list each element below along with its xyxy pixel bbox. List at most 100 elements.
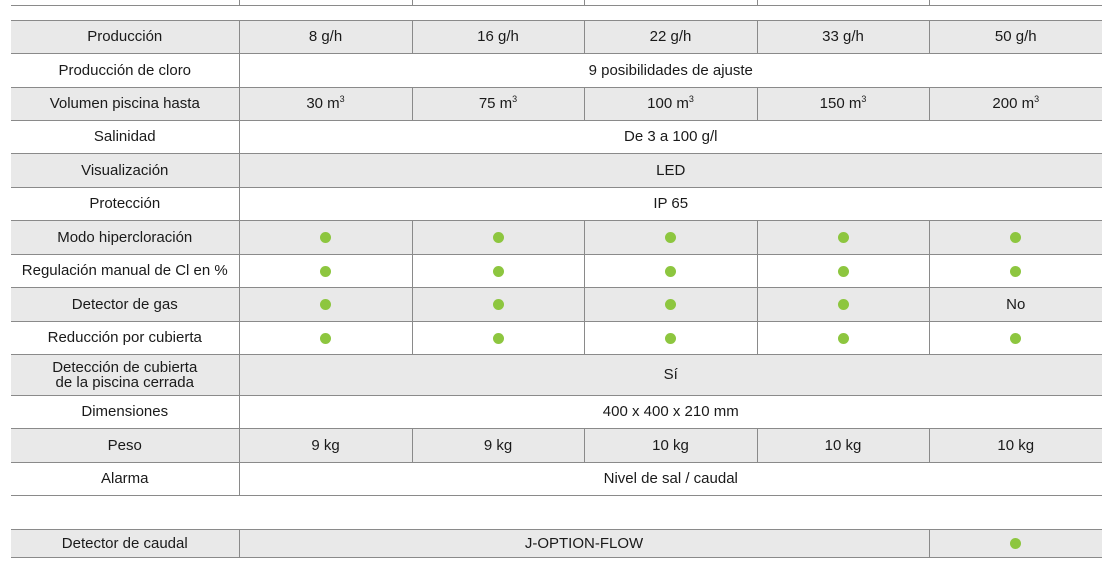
- table-row: Reducción por cubierta: [11, 321, 1102, 355]
- table-row: Peso 9 kg 9 kg 10 kg 10 kg 10 kg: [11, 428, 1102, 463]
- value-cell: 10 kg: [928, 428, 1102, 463]
- included-dot-icon: [837, 232, 849, 244]
- feature-cell: [411, 254, 584, 288]
- row-label: Modo hipercloración: [11, 220, 239, 255]
- included-dot-icon: [320, 299, 331, 311]
- value-text: 22 g/h: [649, 28, 692, 45]
- value-text: 30 m: [306, 95, 340, 112]
- row-label: Dimensiones: [11, 395, 239, 429]
- included-dot-icon: [1010, 232, 1022, 244]
- included-dot-icon: [837, 332, 849, 344]
- included-dot-icon: [665, 332, 676, 344]
- feature-cell: [928, 321, 1102, 355]
- value-text: 10 kg: [824, 436, 862, 454]
- feature-cell: [756, 254, 929, 288]
- shared-value: Nivel de sal / caudal: [238, 462, 1102, 496]
- table-row: Protección IP 65: [11, 187, 1102, 221]
- row-label: Producción: [11, 20, 239, 54]
- feature-cell: [756, 220, 929, 255]
- feature-cell: [238, 254, 412, 288]
- table-row-flow-detector: Detector de caudal J-OPTION-FLOW: [11, 529, 1102, 558]
- included-dot-icon: [1010, 538, 1022, 550]
- included-dot-icon: [320, 232, 331, 244]
- feature-cell: [238, 321, 412, 355]
- row-label-line2: de la piscina cerrada: [55, 374, 194, 391]
- row-label: Visualización: [11, 153, 239, 188]
- table-row: Regulación manual de Cl en %: [11, 254, 1102, 288]
- feature-cell: [411, 287, 584, 322]
- shared-value: De 3 a 100 g/l: [238, 120, 1102, 154]
- included-dot-icon: [492, 232, 504, 244]
- unit-superscript: 3: [688, 94, 694, 104]
- value-text: 10 kg: [652, 436, 689, 454]
- value-cell: 10 kg: [583, 428, 757, 463]
- value-cell: 50 g/h: [928, 20, 1102, 54]
- unit-superscript: 3: [339, 94, 345, 104]
- included-dot-icon: [837, 265, 849, 277]
- row-label: Reducción por cubierta: [11, 321, 239, 355]
- row-label: Alarma: [11, 462, 239, 496]
- row-label: Detector de gas: [11, 287, 239, 322]
- table-row: Dimensiones 400 x 400 x 210 mm: [11, 395, 1102, 429]
- value-text: 33 g/h: [822, 28, 864, 45]
- row-label: Regulación manual de Cl en %: [11, 254, 239, 288]
- table-row: Salinidad De 3 a 100 g/l: [11, 120, 1102, 154]
- table-row: Producción de cloro 9 posibilidades de aj…: [11, 53, 1102, 88]
- row-label: Peso: [11, 428, 239, 463]
- value-cell: 22 g/h: [583, 20, 757, 54]
- feature-cell: [411, 321, 584, 355]
- feature-cell: [583, 287, 757, 322]
- shared-value: 9 posibilidades de ajuste: [238, 53, 1102, 88]
- row-label-line1: Detección de cubierta: [52, 359, 198, 376]
- included-dot-icon: [492, 332, 504, 344]
- table-row: Modo hipercloración: [11, 220, 1102, 255]
- value-cell: 9 kg: [411, 428, 584, 463]
- feature-cell: [928, 220, 1102, 255]
- value-text: No: [1006, 295, 1026, 313]
- value-cell: 8 g/h: [238, 20, 412, 54]
- value-text: 8 g/h: [308, 28, 343, 45]
- value-text: 75 m: [478, 95, 513, 112]
- table-row: Alarma Nivel de sal / caudal: [11, 462, 1102, 496]
- value-cell: 10 kg: [756, 428, 929, 463]
- option-code: J-OPTION-FLOW: [238, 529, 929, 558]
- options-table: Detector de caudal J-OPTION-FLOW: [11, 529, 1102, 558]
- feature-cell: [583, 254, 757, 288]
- row-label: Producción de cloro: [11, 53, 239, 88]
- feature-cell: [238, 220, 412, 255]
- value-text: 100 m: [647, 95, 689, 112]
- value-text: 10 kg: [997, 436, 1035, 454]
- flow-detector-cell: [928, 529, 1102, 558]
- included-dot-icon: [320, 265, 331, 277]
- table-row: Visualización LED: [11, 153, 1102, 188]
- value-text: 9 kg: [483, 436, 513, 454]
- value-cell: 200 m3: [928, 87, 1102, 121]
- included-dot-icon: [320, 332, 331, 344]
- value-text: 50 g/h: [994, 28, 1037, 45]
- row-label: Detector de caudal: [11, 529, 239, 558]
- value-cell: 30 m3: [238, 87, 412, 121]
- shared-value: IP 65: [238, 187, 1102, 221]
- feature-cell: [411, 220, 584, 255]
- feature-cell: [583, 220, 757, 255]
- shared-value: Sí: [238, 354, 1102, 396]
- value-cell: 9 kg: [238, 428, 412, 463]
- unit-superscript: 3: [1034, 94, 1040, 104]
- row-label: Volumen piscina hasta: [11, 87, 239, 121]
- included-dot-icon: [1010, 265, 1022, 277]
- value-text: 150 m: [819, 95, 862, 112]
- previous-table-stub: [11, 0, 1102, 6]
- table-row: Volumen piscina hasta 30 m3 75 m3 100 m3 150…: [11, 87, 1102, 121]
- spec-table: Producción 8 g/h 16 g/h 22 g/h 33 g/h 50 g/h P…: [11, 20, 1102, 496]
- included-dot-icon: [665, 232, 676, 244]
- value-cell: 100 m3: [583, 87, 757, 121]
- table-row: Detector de gas No: [11, 287, 1102, 322]
- included-dot-icon: [665, 265, 676, 277]
- value-text: 200 m: [992, 95, 1035, 112]
- value-cell: 150 m3: [756, 87, 929, 121]
- unit-superscript: 3: [861, 94, 867, 104]
- row-label: Protección: [11, 187, 239, 221]
- value-cell: 16 g/h: [411, 20, 584, 54]
- included-dot-icon: [665, 299, 676, 311]
- value-text: 16 g/h: [477, 28, 519, 45]
